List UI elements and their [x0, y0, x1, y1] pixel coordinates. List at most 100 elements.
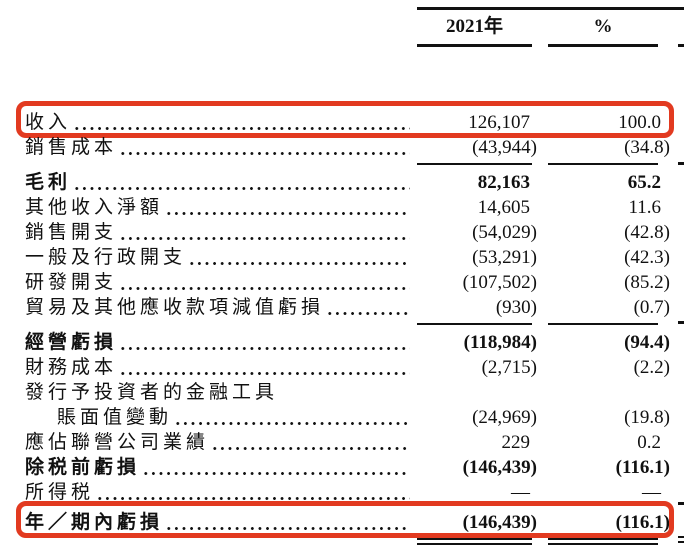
row-value-percent: 100.0	[618, 112, 661, 133]
table-row-loss-before-tax: 除税前虧損 (146,439) (116.1)	[0, 455, 684, 480]
table-row-rd-expenses: 研發開支 (107,502) (85.2)	[0, 270, 684, 295]
row-label: 銷售成本	[25, 137, 118, 158]
table-rule-fragment	[678, 502, 684, 505]
row-label: 研發開支	[25, 272, 118, 293]
row-value-year: 229	[501, 432, 531, 453]
dot-leader	[119, 135, 410, 160]
table-row-cost-of-sales: 銷售成本 (43,944) (34.8)	[0, 135, 684, 165]
table-row-revenue: 收入 126,107 100.0	[0, 101, 684, 138]
row-label-cell: 收入	[0, 110, 410, 135]
dot-leader	[326, 295, 410, 320]
row-label: 銷售開支	[25, 222, 118, 243]
dot-leader	[174, 405, 410, 430]
table-row-gross-profit: 毛利 82,163 65.2	[0, 170, 684, 195]
row-label-cell: 財務成本	[0, 355, 410, 380]
column-rule	[548, 323, 658, 325]
row-value-percent: (94.4)	[624, 332, 670, 353]
column-rule	[548, 163, 658, 165]
row-value-year: (43,944)	[472, 137, 537, 158]
row-value-percent: (2.2)	[633, 357, 670, 378]
row-value-year: (930)	[495, 297, 537, 318]
row-value-percent: (34.8)	[624, 137, 670, 158]
income-statement-table: 收入 126,107 100.0 銷售成本 (43,944) (34.8) 毛利…	[0, 101, 684, 545]
row-label-cell: 毛利	[0, 170, 410, 195]
row-label: 收入	[25, 112, 72, 133]
row-label: 毛利	[25, 172, 72, 193]
table-row-other-income: 其他收入淨額 14,605 11.6	[0, 195, 684, 220]
table-row-income-tax: 所得税 — —	[0, 480, 684, 505]
row-value-year: (54,029)	[472, 222, 537, 243]
double-rule	[417, 538, 532, 545]
table-row-carrying-value-change: 賬面值變動 (24,969) (19.8)	[0, 405, 684, 430]
table-row-selling-expenses: 銷售開支 (54,029) (42.8)	[0, 220, 684, 245]
row-value-year: (2,715)	[481, 357, 537, 378]
row-label-cell: 貿易及其他應收款項減值虧損	[0, 295, 410, 320]
double-rule	[548, 538, 658, 545]
row-value-percent: —	[642, 482, 661, 503]
row-label: 其他收入淨額	[25, 197, 164, 218]
row-label-cell: 年／期內虧損	[0, 510, 410, 535]
row-label-cell: 一般及行政開支	[0, 245, 410, 270]
row-label-cell: 其他收入淨額	[0, 195, 410, 220]
row-value-year: —	[511, 482, 530, 503]
dot-leader	[119, 270, 410, 295]
row-value-percent: 0.2	[637, 432, 661, 453]
table-rule-fragment	[678, 162, 684, 165]
table-row-loss-for-period: 年／期內虧損 (146,439) (116.1)	[0, 501, 684, 545]
row-value-percent: 11.6	[628, 197, 661, 218]
row-label: 經營虧損	[25, 332, 118, 353]
table-row-finance-costs: 財務成本 (2,715) (2.2)	[0, 355, 684, 380]
row-value-percent	[537, 380, 670, 405]
row-label: 應佔聯營公司業績	[25, 432, 210, 453]
table-top-rule	[417, 7, 684, 10]
dot-leader	[119, 220, 410, 245]
dot-leader	[119, 355, 410, 380]
row-label-cell: 除税前虧損	[0, 455, 410, 480]
row-label: 年／期內虧損	[25, 512, 164, 533]
table-rule-fragment	[678, 44, 684, 47]
row-value-year: (53,291)	[472, 247, 537, 268]
dot-leader	[211, 430, 410, 455]
row-value-year: (24,969)	[472, 407, 537, 428]
dot-leader	[73, 110, 410, 135]
row-value-year: 14,605	[477, 197, 530, 218]
dot-leader	[165, 510, 410, 535]
row-value-percent: (19.8)	[624, 407, 670, 428]
row-value-percent: (116.1)	[615, 512, 670, 533]
row-value-year: (146,439)	[462, 512, 537, 533]
row-label: 發行予投資者的金融工具	[25, 382, 279, 403]
dot-leader	[165, 195, 410, 220]
header-underline-percent	[548, 44, 658, 47]
table-row-admin-expenses: 一般及行政開支 (53,291) (42.3)	[0, 245, 684, 270]
row-label-cell: 賬面值變動	[0, 405, 410, 430]
row-value-year: (107,502)	[462, 272, 537, 293]
row-label: 財務成本	[25, 357, 118, 378]
table-rule-fragment	[678, 536, 684, 543]
row-label-cell: 發行予投資者的金融工具	[0, 380, 410, 405]
row-value-year: 82,163	[477, 172, 530, 193]
table-row-share-of-associates: 應佔聯營公司業績 229 0.2	[0, 430, 684, 455]
row-label-cell: 銷售開支	[0, 220, 410, 245]
row-value-percent: (85.2)	[624, 272, 670, 293]
row-value-percent: (0.7)	[633, 297, 670, 318]
dot-leader	[119, 330, 410, 355]
column-header-year: 2021年	[445, 16, 503, 37]
row-label-cell: 銷售成本	[0, 135, 410, 160]
row-label-cell: 經營虧損	[0, 330, 410, 355]
row-value-percent: (42.8)	[624, 222, 670, 243]
row-value-percent: (42.3)	[624, 247, 670, 268]
row-value-year: 126,107	[468, 112, 530, 133]
dot-leader	[142, 455, 410, 480]
row-label-cell: 所得税	[0, 480, 410, 505]
row-value-year: (146,439)	[462, 457, 537, 478]
row-value-percent: (116.1)	[615, 457, 670, 478]
dot-leader	[188, 245, 410, 270]
row-label: 賬面值變動	[57, 407, 173, 428]
table-row-financial-instruments-line1: 發行予投資者的金融工具	[0, 380, 684, 405]
header-underline-year	[417, 44, 532, 47]
dot-leader	[96, 480, 410, 505]
column-rule	[417, 163, 532, 165]
column-rule	[417, 323, 532, 325]
row-label: 除税前虧損	[25, 457, 141, 478]
table-row-impairment-loss: 貿易及其他應收款項減值虧損 (930) (0.7)	[0, 295, 684, 325]
